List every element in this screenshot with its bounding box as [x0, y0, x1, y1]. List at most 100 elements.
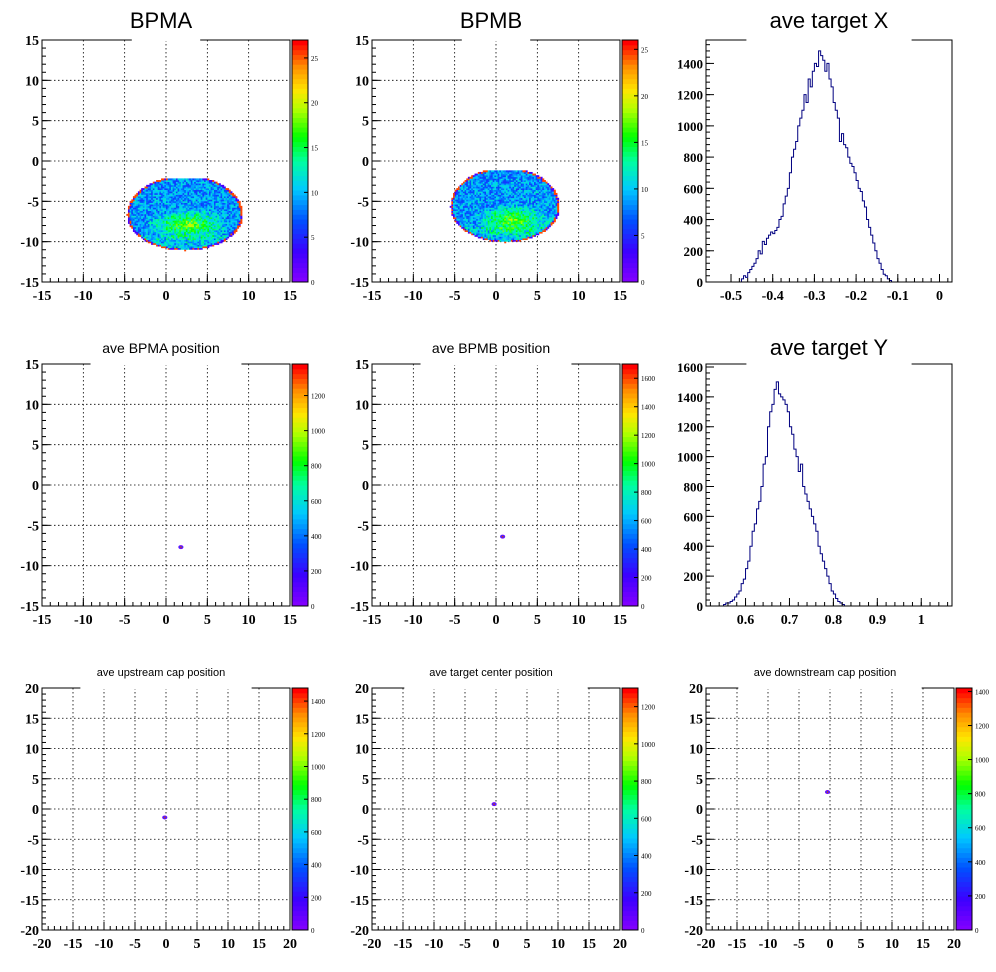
heatmap-cell — [514, 170, 517, 173]
heatmap-cell — [482, 238, 485, 241]
heatmap-cell — [547, 196, 550, 199]
heatmap-cell — [146, 191, 149, 194]
heatmap-cell — [507, 230, 510, 232]
heatmap-cell — [167, 196, 170, 199]
heatmap-cell — [220, 191, 223, 194]
heatmap-cell — [491, 225, 493, 228]
heatmap-cell — [491, 239, 493, 242]
heatmap-cell — [205, 209, 208, 212]
heatmap-cell — [180, 231, 183, 234]
heatmap-cell — [540, 196, 543, 199]
heatmap-cell — [524, 225, 527, 228]
heatmap-cell — [524, 213, 527, 216]
heatmap-cell — [491, 186, 493, 189]
heatmap-cell — [134, 210, 137, 213]
heatmap-cell — [509, 196, 512, 199]
heatmap-cell — [194, 197, 197, 200]
heatmap-cell — [127, 220, 130, 223]
heatmap-cell — [147, 199, 150, 202]
heatmap-cell — [529, 197, 532, 200]
heatmap-cell — [525, 173, 528, 176]
heatmap-cell — [489, 196, 492, 199]
heatmap-cell — [204, 178, 206, 181]
heatmap-cell — [179, 246, 182, 249]
heatmap-cell — [223, 204, 226, 207]
heatmap-cell — [502, 236, 505, 239]
heatmap-cell — [144, 233, 147, 236]
heatmap-cell — [527, 191, 530, 194]
heatmap-cell — [548, 210, 551, 213]
heatmap-cell — [179, 238, 182, 241]
heatmap-cell — [235, 223, 238, 226]
heatmap-cell — [454, 194, 457, 197]
heatmap-cell — [548, 209, 551, 212]
heatmap-cell — [515, 239, 518, 242]
heatmap-cell — [154, 189, 157, 192]
heatmap-cell — [212, 180, 215, 182]
heatmap-cell — [218, 234, 221, 237]
heatmap-cell — [222, 192, 225, 195]
heatmap-cell — [466, 180, 469, 182]
heatmap-cell — [530, 183, 533, 186]
heatmap-cell — [537, 202, 540, 205]
heatmap-cell — [132, 199, 135, 202]
heatmap-cell — [228, 200, 231, 203]
heatmap-cell — [515, 197, 518, 200]
heatmap-cell — [497, 180, 500, 182]
heatmap-cell — [471, 223, 474, 226]
heatmap-cell — [174, 238, 177, 241]
heatmap-cell — [225, 228, 228, 231]
heatmap-cell — [504, 196, 507, 199]
heatmap-cell — [174, 194, 177, 197]
heatmap-cell — [185, 244, 188, 247]
heatmap-cell — [514, 225, 517, 228]
heatmap-cell — [220, 220, 223, 223]
heatmap-cell — [200, 186, 203, 189]
heatmap-cell — [466, 194, 469, 197]
heatmap-cell — [200, 205, 203, 208]
heatmap-cell — [154, 213, 157, 216]
heatmap-cell — [499, 183, 502, 186]
z-tick-label: 25 — [311, 55, 319, 63]
heatmap-cell — [129, 220, 132, 223]
heatmap-cell — [469, 180, 472, 182]
heatmap-cell — [218, 239, 221, 242]
heatmap-cell — [230, 194, 233, 197]
heatmap-cell — [487, 199, 490, 202]
heatmap-cell — [547, 212, 550, 215]
heatmap-cell — [174, 236, 177, 239]
heatmap-cell — [146, 226, 149, 229]
heatmap-cell — [497, 175, 500, 178]
heatmap-cell — [182, 234, 185, 237]
heatmap-cell — [127, 215, 130, 218]
heatmap-cell — [232, 200, 235, 203]
heatmap-cell — [547, 202, 550, 205]
heatmap-cell — [189, 234, 192, 237]
heatmap-cell — [515, 217, 518, 220]
heatmap-cell — [207, 189, 210, 192]
heatmap-cell — [525, 223, 528, 226]
heatmap-cell — [167, 234, 170, 237]
heatmap-cell — [474, 215, 477, 218]
heatmap-cell — [194, 209, 197, 212]
heatmap-cell — [218, 202, 221, 205]
heatmap-cell — [552, 217, 555, 220]
heatmap-cell — [189, 212, 192, 215]
heatmap-cell — [497, 234, 500, 237]
heatmap-cell — [213, 199, 216, 202]
heatmap-cell — [497, 194, 500, 197]
heatmap-cell — [509, 213, 512, 216]
heatmap-cell — [502, 186, 505, 189]
heatmap-cell — [489, 234, 492, 237]
heatmap-cell — [496, 194, 498, 197]
heatmap-cell — [530, 202, 533, 205]
heatmap-cell — [505, 239, 508, 242]
heatmap-cell — [486, 199, 489, 202]
heatmap-cell — [147, 212, 150, 215]
heatmap-cell — [527, 233, 530, 236]
heatmap-cell — [479, 213, 482, 216]
heatmap-cell — [524, 183, 527, 186]
heatmap-cell — [500, 196, 503, 199]
heatmap-cell — [204, 225, 206, 228]
heatmap-cell — [147, 238, 150, 241]
